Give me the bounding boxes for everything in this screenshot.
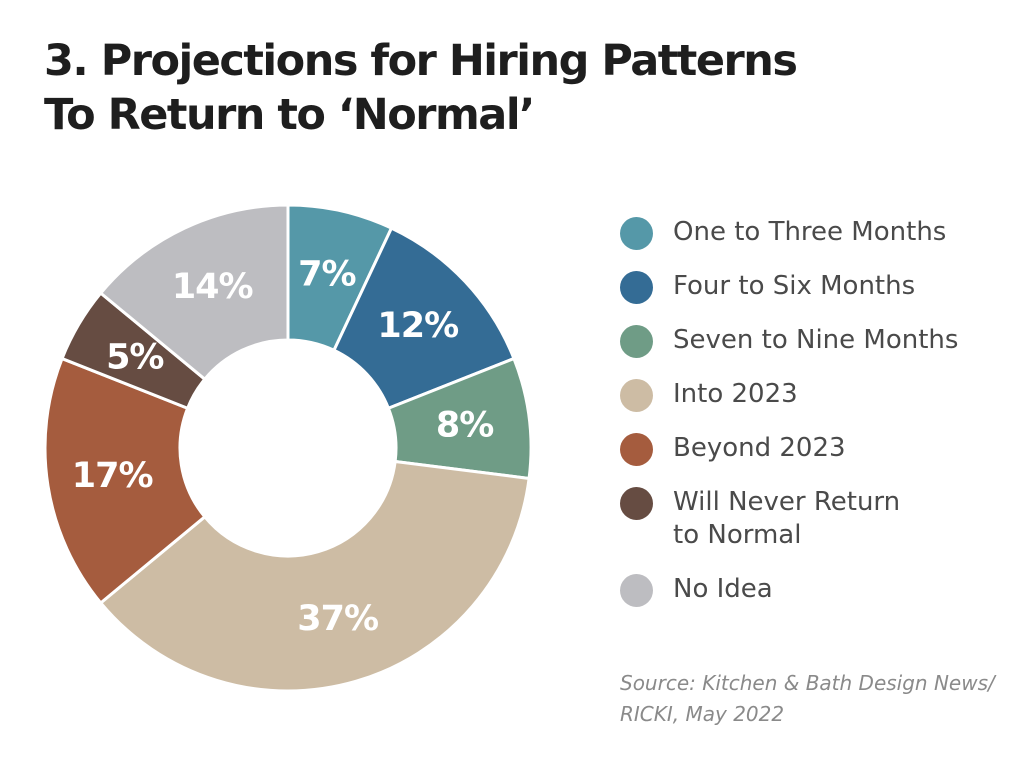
chart-title: 3. Projections for Hiring Patterns To Re… — [44, 34, 798, 142]
donut-slice — [99, 203, 290, 381]
legend-label: Will Never Return to Normal — [673, 487, 901, 550]
donut-slice — [99, 460, 531, 693]
slice-value-label: 7% — [298, 254, 355, 294]
legend-swatch — [620, 271, 653, 304]
slice-value-label: 5% — [106, 337, 163, 377]
legend-swatch — [620, 379, 653, 412]
legend-label: Beyond 2023 — [673, 433, 846, 463]
legend-label: Four to Six Months — [673, 271, 916, 301]
legend-swatch — [620, 325, 653, 358]
legend-item: Beyond 2023 — [618, 432, 1013, 466]
legend-swatch — [620, 217, 653, 250]
legend-item: One to Three Months — [618, 216, 1013, 250]
legend-item: Into 2023 — [618, 378, 1013, 412]
legend-item: No Idea — [618, 573, 1013, 607]
legend-swatch — [620, 574, 653, 607]
slice-value-label: 17% — [72, 456, 153, 496]
source-note: Source: Kitchen & Bath Design News/ RICK… — [620, 671, 995, 726]
chart-title-line-1: 3. Projections for Hiring Patterns — [44, 36, 798, 86]
legend-item: Will Never Return to Normal — [618, 486, 1013, 552]
donut-slice — [43, 357, 207, 605]
legend-item: Seven to Nine Months — [618, 324, 1013, 358]
legend-item: Four to Six Months — [618, 270, 1013, 304]
slice-value-label: 37% — [297, 599, 378, 639]
chart-title-line-2: To Return to ‘Normal’ — [44, 90, 535, 140]
legend-label: No Idea — [673, 574, 773, 604]
legend-swatch — [620, 487, 653, 520]
chart-legend: One to Three Months Four to Six Months Sev… — [618, 216, 1013, 627]
slice-value-label: 8% — [436, 406, 493, 446]
slice-value-label: 12% — [377, 306, 458, 346]
donut-slice — [332, 226, 516, 410]
legend-swatch — [620, 433, 653, 466]
slice-value-label: 14% — [172, 267, 253, 307]
legend-label: Seven to Nine Months — [673, 325, 959, 355]
legend-label: One to Three Months — [673, 217, 947, 247]
legend-label: Into 2023 — [673, 379, 798, 409]
